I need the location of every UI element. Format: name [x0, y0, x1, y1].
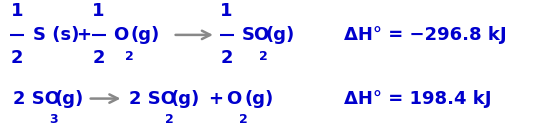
Text: (g): (g)	[170, 90, 199, 108]
Text: +: +	[208, 90, 222, 108]
Text: O: O	[226, 90, 242, 108]
Text: +: +	[76, 26, 91, 44]
Text: 1: 1	[10, 2, 23, 20]
Text: (g): (g)	[244, 90, 273, 108]
Text: 2 SO: 2 SO	[129, 90, 176, 108]
Text: 2: 2	[239, 113, 248, 126]
Text: 2 SO: 2 SO	[13, 90, 60, 108]
Text: S (s): S (s)	[33, 26, 79, 44]
Text: 2: 2	[92, 50, 105, 67]
Text: 2: 2	[10, 50, 23, 67]
Text: 3: 3	[49, 113, 58, 126]
Text: ΔH° = −296.8 kJ: ΔH° = −296.8 kJ	[344, 26, 506, 44]
Text: O: O	[113, 26, 129, 44]
Text: 2: 2	[165, 113, 174, 126]
Text: 1: 1	[92, 2, 105, 20]
Text: (g): (g)	[54, 90, 84, 108]
Text: SO: SO	[242, 26, 270, 44]
Text: 2: 2	[259, 50, 268, 63]
Text: (g): (g)	[131, 26, 160, 44]
Text: 1: 1	[220, 2, 233, 20]
Text: (g): (g)	[265, 26, 294, 44]
Text: ΔH° = 198.4 kJ: ΔH° = 198.4 kJ	[344, 90, 491, 108]
Text: 2: 2	[220, 50, 233, 67]
Text: 2: 2	[125, 50, 134, 63]
